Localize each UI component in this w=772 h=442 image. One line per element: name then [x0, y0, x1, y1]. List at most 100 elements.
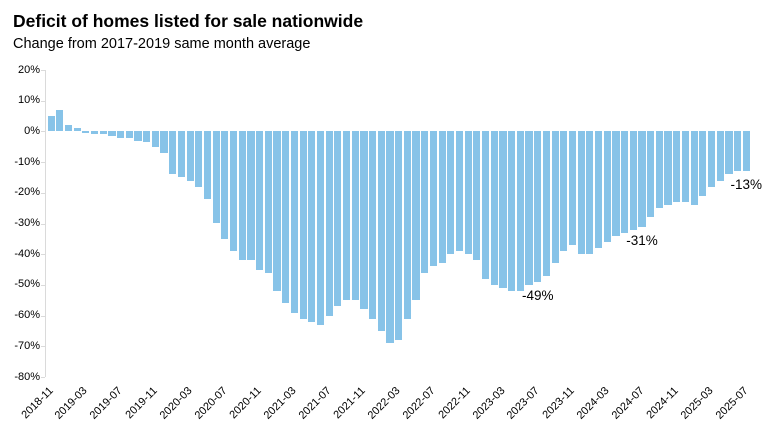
x-tick-label: 2019-03	[53, 384, 91, 422]
bar-2025-03	[707, 131, 716, 187]
y-tick-mark	[41, 131, 45, 133]
x-tick-label: 2019-07	[87, 384, 125, 422]
y-tick-mark	[41, 162, 45, 164]
x-tick-label: 2022-07	[400, 384, 438, 422]
bar-2021-06	[316, 131, 325, 325]
bar-2020-02	[177, 131, 186, 178]
y-tick-label: 20%	[17, 63, 40, 76]
bar-2024-05	[621, 131, 629, 233]
bar-2019-01	[64, 125, 73, 132]
bar-2021-03	[290, 131, 298, 313]
bar-2022-04	[403, 131, 411, 319]
y-tick-mark	[41, 192, 45, 194]
bar-2020-04	[195, 131, 203, 187]
bar-2022-11	[464, 131, 472, 255]
x-tick-label: 2019-11	[123, 384, 160, 422]
bar-2023-09	[551, 131, 559, 264]
y-tick-label: -20%	[14, 186, 40, 199]
bar-2024-04	[612, 131, 620, 236]
x-tick-label: 2023-11	[540, 384, 577, 422]
y-tick-mark	[41, 254, 45, 256]
bar-2024-12	[681, 131, 690, 202]
bar-2019-12	[160, 131, 168, 153]
y-tick-mark	[41, 315, 45, 317]
bar-2024-09	[655, 131, 663, 209]
bar-2019-04	[90, 131, 99, 135]
bar-2021-01	[273, 131, 281, 292]
x-tick-label: 2020-03	[157, 384, 195, 422]
bar-2024-01	[586, 131, 594, 255]
bar-2024-02	[594, 131, 603, 249]
bar-2021-11	[360, 131, 368, 310]
y-tick-label: 0%	[24, 124, 40, 137]
bar-2021-04	[299, 131, 307, 319]
bar-2020-05	[203, 131, 212, 199]
x-tick-label: 2023-03	[470, 384, 508, 422]
bar-2023-04	[508, 131, 516, 292]
bar-2024-03	[603, 131, 611, 242]
bar-2019-02	[73, 128, 81, 132]
bar-2022-05	[412, 131, 420, 301]
bar-2022-02	[386, 131, 394, 344]
bar-2020-10	[247, 131, 255, 261]
bar-2024-08	[647, 131, 655, 218]
plot-area	[41, 70, 755, 378]
bar-2024-11	[673, 131, 681, 202]
bar-2021-10	[351, 131, 359, 301]
bar-2018-11	[47, 116, 55, 132]
x-tick-label: 2020-07	[192, 384, 230, 422]
bar-2023-08	[542, 131, 551, 276]
bar-2023-12	[577, 131, 585, 255]
y-tick-label: -80%	[14, 370, 40, 383]
y-tick-mark	[41, 346, 45, 348]
x-tick-label: 2018-11	[18, 384, 56, 422]
chart-subtitle: Change from 2017-2019 same month average	[13, 36, 311, 52]
y-tick-mark	[41, 284, 45, 286]
y-tick-label: -70%	[14, 339, 40, 352]
bar-2018-12	[56, 109, 64, 132]
y-axis-line	[45, 70, 46, 377]
bar-2025-02	[699, 131, 707, 196]
bar-2023-10	[560, 131, 568, 252]
x-tick-label: 2021-11	[331, 384, 369, 422]
bar-2019-11	[151, 131, 159, 147]
bar-2025-05	[725, 131, 733, 175]
bar-2023-11	[568, 131, 577, 245]
bar-2022-08	[438, 131, 446, 264]
bar-2021-12	[369, 131, 377, 319]
x-tick-label: 2023-07	[504, 384, 542, 422]
bar-2022-12	[473, 131, 481, 261]
data-label-2023-07: -49%	[521, 287, 554, 303]
bar-2023-07	[534, 131, 542, 282]
bar-2022-06	[421, 131, 429, 273]
bar-2023-01	[482, 131, 490, 279]
y-tick-label: -50%	[14, 278, 40, 291]
x-tick-label: 2024-11	[644, 384, 682, 422]
y-tick-label: -10%	[14, 155, 40, 168]
bar-2025-07	[742, 131, 750, 172]
y-tick-label: 10%	[17, 94, 40, 107]
x-tick-label: 2024-03	[574, 384, 612, 422]
bar-2019-07	[117, 131, 125, 138]
bar-2021-08	[334, 131, 342, 307]
y-tick-mark	[41, 223, 45, 225]
bar-2021-09	[342, 131, 351, 301]
data-label-2024-07: -31%	[626, 232, 658, 248]
bar-2020-06	[212, 131, 220, 224]
bar-2022-01	[377, 131, 385, 331]
y-tick-mark	[41, 100, 45, 102]
bar-2020-11	[256, 131, 264, 270]
bar-2019-09	[134, 131, 142, 141]
y-tick-label: -30%	[14, 217, 40, 229]
bar-2019-03	[82, 131, 90, 133]
x-tick-label: 2024-07	[609, 384, 647, 422]
x-tick-label: 2021-07	[296, 384, 334, 422]
bar-2022-10	[455, 131, 464, 252]
bar-2020-08	[229, 131, 238, 252]
bar-2019-05	[99, 131, 107, 135]
x-tick-label: 2020-11	[227, 384, 264, 422]
bar-2020-07	[221, 131, 229, 239]
bar-2023-02	[490, 131, 498, 285]
bar-2024-07	[638, 131, 646, 227]
